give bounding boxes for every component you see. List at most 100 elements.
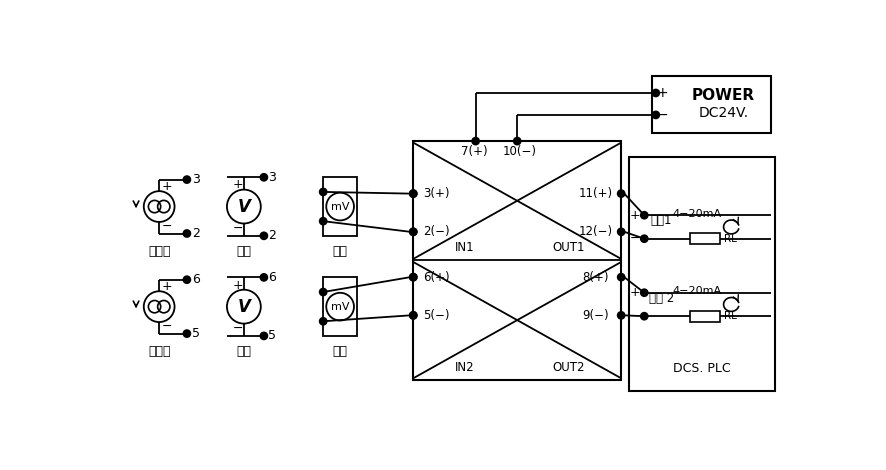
Circle shape: [652, 89, 659, 96]
Text: OUT1: OUT1: [553, 241, 585, 254]
Circle shape: [320, 318, 327, 325]
Text: +: +: [630, 286, 641, 299]
Circle shape: [641, 236, 647, 242]
Text: 5: 5: [268, 329, 276, 343]
Text: RL: RL: [725, 311, 737, 321]
Text: 毫伏: 毫伏: [332, 345, 347, 358]
Circle shape: [618, 190, 625, 197]
Circle shape: [641, 235, 648, 242]
Text: IN2: IN2: [455, 360, 475, 374]
Text: +: +: [232, 179, 243, 191]
Circle shape: [320, 218, 327, 225]
Text: mV: mV: [330, 202, 349, 212]
Circle shape: [472, 138, 479, 145]
Text: 电流源: 电流源: [148, 245, 170, 258]
Circle shape: [641, 313, 647, 319]
Text: +: +: [161, 180, 172, 193]
Text: −: −: [630, 310, 641, 323]
Bar: [652, 76, 772, 133]
Circle shape: [410, 228, 416, 235]
Circle shape: [641, 289, 648, 296]
Circle shape: [260, 232, 268, 239]
Bar: [690, 311, 719, 321]
Text: 2: 2: [268, 229, 276, 243]
Text: DCS. PLC: DCS. PLC: [673, 362, 731, 375]
Text: 3: 3: [268, 171, 276, 184]
Bar: [629, 157, 775, 392]
Circle shape: [618, 228, 625, 235]
Text: mV: mV: [330, 302, 349, 312]
Circle shape: [183, 330, 190, 337]
Text: 通道 2: 通道 2: [649, 292, 674, 305]
Circle shape: [183, 276, 190, 283]
Text: −: −: [232, 321, 243, 335]
Circle shape: [410, 190, 416, 197]
Circle shape: [618, 312, 625, 319]
Circle shape: [514, 138, 521, 145]
Circle shape: [320, 289, 327, 296]
Circle shape: [653, 112, 658, 118]
Circle shape: [652, 111, 659, 118]
Circle shape: [641, 212, 647, 218]
Text: 7(+): 7(+): [461, 145, 487, 157]
Text: 2: 2: [192, 227, 200, 240]
Circle shape: [618, 274, 625, 281]
Text: 10(−): 10(−): [502, 145, 537, 157]
Circle shape: [410, 274, 416, 281]
Text: RL: RL: [725, 234, 737, 244]
Circle shape: [641, 290, 647, 296]
Text: V: V: [237, 298, 251, 316]
Circle shape: [641, 212, 648, 219]
Circle shape: [410, 228, 416, 235]
Text: 毫伏: 毫伏: [332, 245, 347, 258]
Text: 电流源: 电流源: [148, 345, 170, 358]
Bar: [323, 177, 357, 236]
Text: 4−20mA: 4−20mA: [672, 209, 721, 219]
Text: 电压: 电压: [237, 345, 252, 358]
Text: −: −: [161, 320, 172, 333]
Circle shape: [641, 313, 648, 320]
Text: 6(+): 6(+): [423, 271, 450, 284]
Text: 通道1: 通道1: [650, 214, 672, 227]
Circle shape: [183, 230, 190, 237]
Text: +: +: [232, 279, 243, 291]
Text: IN1: IN1: [455, 241, 475, 254]
Circle shape: [410, 312, 416, 319]
Text: DC24V.: DC24V.: [698, 106, 749, 120]
Text: 2(−): 2(−): [423, 225, 450, 238]
Circle shape: [410, 190, 416, 197]
Text: V: V: [237, 197, 251, 216]
Text: 3: 3: [192, 173, 200, 186]
Text: +: +: [161, 280, 172, 293]
Text: −: −: [161, 220, 172, 233]
Circle shape: [183, 176, 190, 183]
Bar: [323, 277, 357, 336]
Circle shape: [260, 332, 268, 339]
Text: 6: 6: [268, 271, 276, 284]
Text: OUT2: OUT2: [553, 360, 585, 374]
Circle shape: [260, 174, 268, 181]
Text: 12(−): 12(−): [579, 225, 613, 238]
Text: 3(+): 3(+): [424, 187, 449, 200]
Circle shape: [653, 90, 658, 96]
Text: −: −: [630, 232, 641, 245]
Text: +: +: [630, 209, 641, 222]
Text: 5(−): 5(−): [424, 309, 449, 322]
Text: 8(+): 8(+): [582, 271, 609, 284]
Circle shape: [320, 188, 327, 196]
Circle shape: [260, 274, 268, 281]
Text: 9(−): 9(−): [582, 309, 609, 322]
Bar: [413, 141, 621, 380]
Text: 4−20mA: 4−20mA: [672, 286, 721, 296]
Text: 6: 6: [192, 273, 200, 286]
Text: POWER: POWER: [692, 88, 755, 103]
Circle shape: [410, 312, 416, 319]
Circle shape: [410, 274, 416, 281]
Text: −: −: [232, 222, 243, 235]
Text: 5: 5: [192, 327, 200, 340]
Text: 电压: 电压: [237, 245, 252, 258]
Text: +: +: [657, 86, 669, 100]
Text: −: −: [657, 108, 669, 122]
Text: 11(+): 11(+): [579, 187, 613, 200]
Bar: [690, 233, 719, 244]
